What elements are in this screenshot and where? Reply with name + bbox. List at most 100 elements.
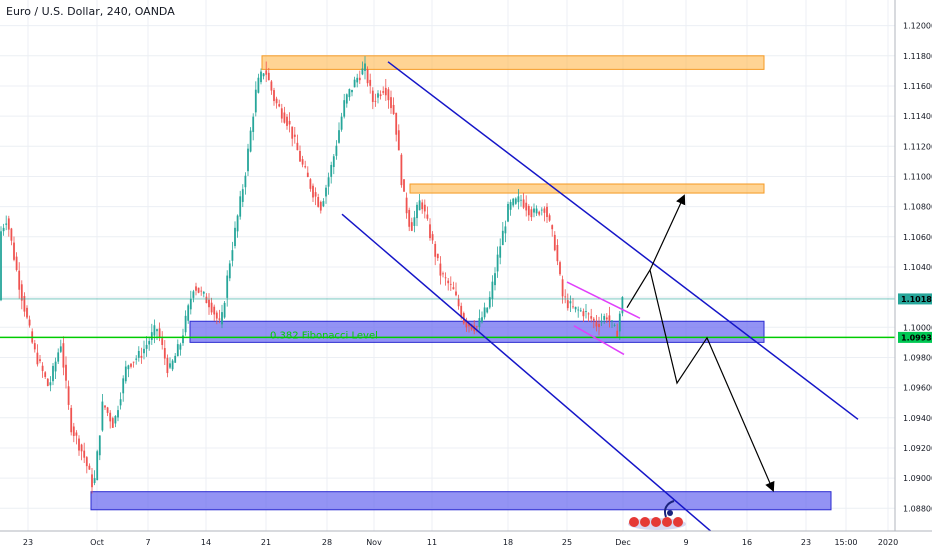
candle (20, 280, 23, 310)
candle-body (254, 89, 257, 113)
candle-body (579, 310, 582, 312)
candle (483, 302, 486, 320)
fib-label: 0.382 Fibonacci Level (270, 330, 378, 341)
candle-body (390, 97, 392, 109)
candle (5, 215, 8, 231)
candle-body (260, 71, 262, 83)
candle-body (397, 130, 400, 151)
candle-body (231, 250, 234, 261)
candle-body (13, 242, 15, 260)
candle-body (23, 296, 26, 312)
candle-body (153, 325, 156, 336)
candle (608, 306, 611, 328)
candle-body (582, 311, 585, 317)
candle-body (494, 273, 496, 286)
chart-title: Euro / U.S. Dollar, 240, OANDA (6, 5, 175, 18)
x-tick-label: 25 (562, 538, 572, 547)
candle (587, 312, 590, 322)
candle-body (145, 344, 148, 349)
candle (561, 275, 564, 304)
candle-body (166, 357, 169, 374)
candle-body (192, 291, 195, 298)
candle (429, 218, 431, 241)
candle-body (348, 89, 351, 98)
candle (228, 260, 231, 282)
candle (572, 298, 574, 309)
candle-body (436, 253, 439, 259)
candle-body (527, 206, 530, 216)
candle-body (364, 63, 366, 71)
candle (413, 210, 416, 233)
x-tick-label: Oct (90, 538, 104, 547)
candle-body (150, 332, 153, 341)
candle (340, 112, 343, 132)
candle (535, 205, 538, 217)
candle (143, 340, 145, 360)
candle-body (592, 318, 595, 321)
grid (0, 0, 895, 539)
candle (556, 239, 559, 266)
candle-body (33, 343, 36, 350)
candle (595, 314, 598, 332)
candle-body (566, 300, 569, 309)
candle (327, 172, 330, 195)
candle (509, 199, 512, 216)
candle (39, 354, 41, 364)
candle (569, 295, 572, 313)
candle-body (465, 320, 468, 328)
candle-body (379, 94, 382, 97)
candle (132, 361, 135, 368)
candle-body (475, 326, 478, 328)
candle (262, 72, 265, 80)
candle (23, 292, 26, 317)
candle (548, 213, 551, 222)
candle-body (421, 202, 424, 210)
candle (140, 347, 143, 364)
candle-body (585, 310, 587, 312)
candle (28, 315, 31, 328)
candle (31, 328, 34, 344)
candle (416, 202, 418, 227)
candle-body (413, 217, 416, 226)
zone-resistance-mid (409, 183, 765, 194)
candle-body (156, 329, 158, 332)
candle (410, 217, 413, 232)
candle (452, 281, 455, 290)
candle (163, 340, 166, 366)
candle (522, 192, 525, 210)
candle-body (70, 407, 73, 433)
candle-body (213, 306, 216, 315)
candle (137, 346, 140, 362)
candle (291, 126, 294, 147)
candle (62, 336, 65, 376)
candle (481, 311, 483, 324)
candle-body (200, 290, 203, 292)
candle (202, 290, 205, 298)
candle-body (36, 352, 39, 365)
candle-body (426, 214, 429, 219)
candle (114, 415, 117, 428)
x-tick-label: Dec (615, 538, 630, 547)
candle (520, 194, 522, 207)
candle-body (291, 126, 294, 139)
candle-body (338, 130, 340, 143)
candle-body (361, 68, 364, 75)
candle-body (403, 179, 405, 192)
candle-body (325, 187, 327, 197)
candle-body (400, 154, 403, 186)
candle-body (72, 426, 75, 436)
candle (189, 290, 192, 315)
candle-body (509, 201, 512, 210)
candle (374, 93, 377, 107)
candle (577, 306, 580, 318)
candle (260, 68, 262, 85)
candle-body (161, 338, 164, 346)
candle-body (418, 200, 421, 211)
candle (215, 310, 218, 325)
candle (36, 344, 39, 367)
x-tick-label: 23 (801, 538, 811, 547)
candle (546, 203, 548, 223)
candle (358, 70, 361, 85)
pennant-upper (566, 281, 641, 319)
